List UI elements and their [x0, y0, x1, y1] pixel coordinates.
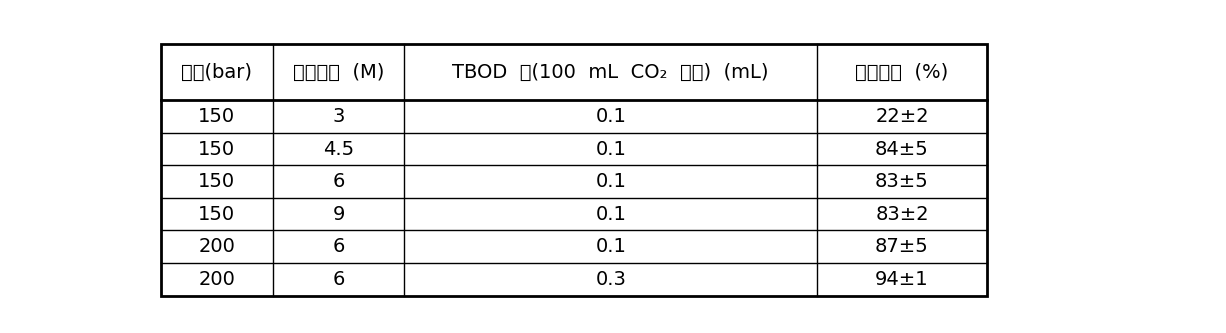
Bar	[161, 44, 987, 296]
Text: 83±2: 83±2	[875, 205, 929, 224]
Text: 3: 3	[332, 107, 345, 126]
Text: 6: 6	[332, 237, 345, 256]
Text: 4.5: 4.5	[322, 140, 354, 159]
Text: 150: 150	[199, 205, 235, 224]
Text: 150: 150	[199, 107, 235, 126]
Text: 질산농도  (M): 질산농도 (M)	[293, 63, 384, 82]
Text: 83±5: 83±5	[875, 172, 929, 191]
Text: 200: 200	[199, 270, 235, 289]
Text: 0.1: 0.1	[596, 107, 626, 126]
Text: 94±1: 94±1	[875, 270, 929, 289]
Text: 200: 200	[199, 237, 235, 256]
Text: 0.1: 0.1	[596, 172, 626, 191]
Text: 150: 150	[199, 140, 235, 159]
Text: 0.3: 0.3	[596, 270, 626, 289]
Text: 87±5: 87±5	[875, 237, 929, 256]
Text: 6: 6	[332, 270, 345, 289]
Text: 6: 6	[332, 172, 345, 191]
Text: 84±5: 84±5	[875, 140, 929, 159]
Text: 압력(bar): 압력(bar)	[181, 63, 253, 82]
Text: 150: 150	[199, 172, 235, 191]
Text: TBOD  양(100  mL  CO₂  기준)  (mL): TBOD 양(100 mL CO₂ 기준) (mL)	[452, 63, 769, 82]
Text: 22±2: 22±2	[875, 107, 929, 126]
Text: 추출효율  (%): 추출효율 (%)	[856, 63, 949, 82]
Text: 0.1: 0.1	[596, 140, 626, 159]
Text: 0.1: 0.1	[596, 237, 626, 256]
Text: 9: 9	[332, 205, 345, 224]
Text: 0.1: 0.1	[596, 205, 626, 224]
